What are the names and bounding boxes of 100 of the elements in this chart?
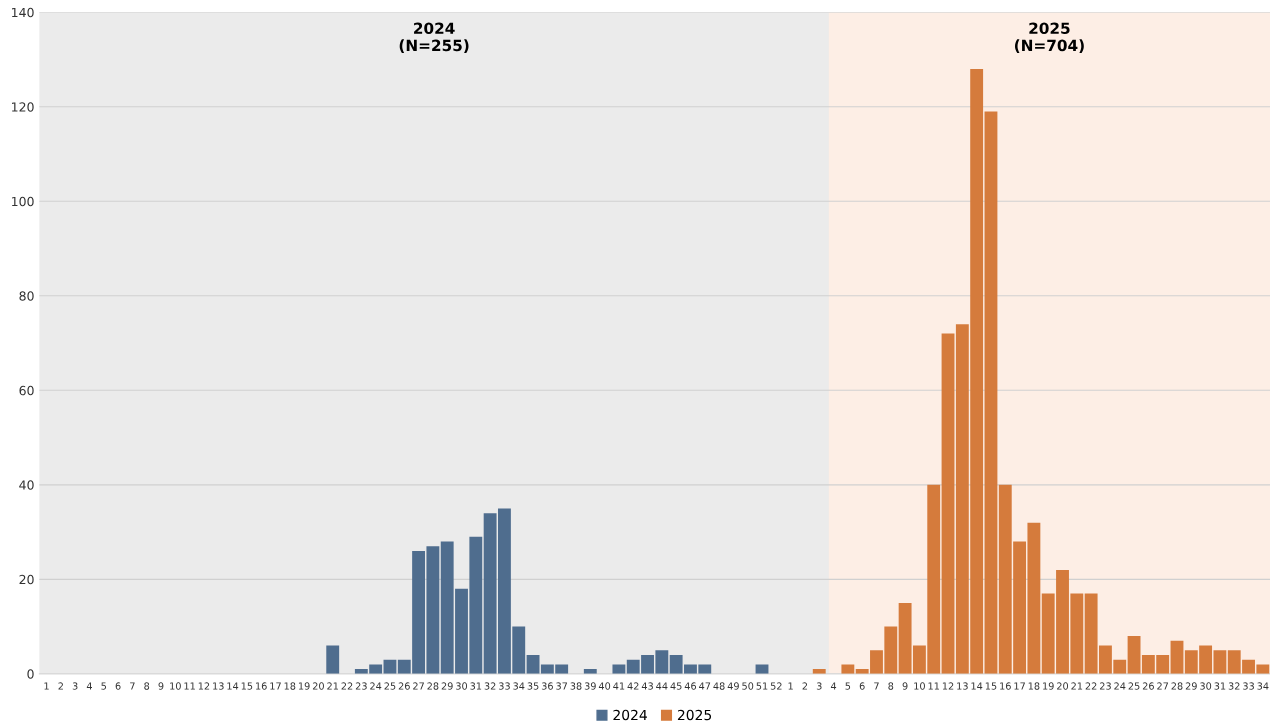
x-tick-label: 1 <box>44 682 49 690</box>
annotation: 2024 (N=255) <box>399 22 469 53</box>
x-tick-label: 28 <box>427 682 439 690</box>
x-tick-label: 39 <box>584 682 596 690</box>
x-tick-label: 40 <box>598 682 611 690</box>
x-tick-label: 11 <box>184 682 195 690</box>
x-tick-label: 25 <box>384 682 396 690</box>
x-tick-label: 1 <box>788 682 793 690</box>
x-tick-label: 34 <box>1257 682 1269 690</box>
bar <box>326 645 340 674</box>
x-tick-label: 20 <box>312 682 324 690</box>
y-tick-label: 120 <box>12 102 34 112</box>
bar <box>984 111 998 674</box>
x-tick-label: 15 <box>985 682 997 690</box>
bar <box>841 664 855 674</box>
x-tick-label: 20 <box>1057 682 1069 690</box>
x-tick-label: 33 <box>498 682 510 690</box>
x-tick-label: 24 <box>370 682 382 690</box>
x-tick-label: 30 <box>456 682 468 690</box>
x-tick-label: 23 <box>355 682 367 690</box>
x-tick-label: 29 <box>1185 682 1197 690</box>
x-tick-label: 43 <box>641 682 653 690</box>
x-tick-label: 49 <box>727 682 739 690</box>
x-tick-label: 9 <box>158 682 164 690</box>
x-tick-label: 33 <box>1243 682 1254 690</box>
x-tick-label: 6 <box>859 682 865 690</box>
x-tick-label: 8 <box>144 682 150 690</box>
x-tick-label: 16 <box>256 682 267 690</box>
x-tick-label: 51 <box>756 682 768 690</box>
x-tick-label: 35 <box>527 682 539 690</box>
x-tick-label: 28 <box>1171 682 1183 690</box>
x-tick-label: 32 <box>1228 682 1240 690</box>
x-tick-label: 36 <box>541 682 553 690</box>
x-tick-label: 19 <box>298 682 310 690</box>
legend-label: 2024 <box>613 709 647 721</box>
x-tick-label: 27 <box>1157 682 1169 690</box>
x-tick-label: 8 <box>888 682 894 690</box>
x-tick-label: 26 <box>398 682 410 690</box>
x-tick-label: 19 <box>1043 682 1054 690</box>
x-tick-label: 5 <box>101 682 107 690</box>
x-tick-label: 6 <box>115 682 121 690</box>
x-tick-label: 13 <box>957 682 968 690</box>
x-tick-label: 17 <box>270 682 281 690</box>
x-tick-label: 5 <box>845 682 851 690</box>
x-tick-label: 29 <box>441 682 453 690</box>
x-tick-label: 44 <box>656 682 668 690</box>
x-tick-label: 13 <box>213 682 224 690</box>
x-tick-label: 45 <box>670 682 682 690</box>
x-tick-label: 50 <box>742 682 754 690</box>
x-tick-label: 46 <box>684 682 697 690</box>
x-tick-label: 2 <box>58 682 63 690</box>
x-tick-label: 4 <box>830 682 837 690</box>
x-tick-label: 17 <box>1014 682 1025 690</box>
x-tick-label: 3 <box>72 682 78 690</box>
x-tick-label: 34 <box>513 682 525 690</box>
x-tick-label: 12 <box>198 682 210 690</box>
y-tick-label: 0 <box>27 669 34 679</box>
x-tick-label: 23 <box>1099 682 1111 690</box>
x-tick-label: 18 <box>284 682 296 690</box>
x-tick-label: 16 <box>1000 682 1011 690</box>
x-tick-label: 18 <box>1028 682 1040 690</box>
x-tick-label: 41 <box>613 682 625 690</box>
x-tick-label: 7 <box>130 682 135 690</box>
y-tick-label: 140 <box>12 7 34 18</box>
bar <box>612 664 626 674</box>
x-tick-label: 21 <box>327 682 339 690</box>
x-tick-label: 25 <box>1128 682 1140 690</box>
x-tick-label: 52 <box>770 682 782 690</box>
x-tick-label: 11 <box>928 682 940 690</box>
x-tick-label: 12 <box>942 682 954 690</box>
x-tick-label: 14 <box>971 682 983 690</box>
bar <box>941 333 955 674</box>
y-tick-label: 100 <box>12 196 34 207</box>
x-tick-label: 26 <box>1142 682 1154 690</box>
x-tick-label: 37 <box>556 682 568 690</box>
x-tick-label: 48 <box>713 682 725 690</box>
x-tick-label: 4 <box>86 682 92 690</box>
x-tick-label: 2 <box>802 682 808 690</box>
bar <box>1170 640 1184 674</box>
bar <box>1127 636 1141 674</box>
x-tick-label: 42 <box>627 682 639 690</box>
y-tick-label: 20 <box>19 574 34 585</box>
x-tick-label: 3 <box>816 682 822 690</box>
x-tick-label: 10 <box>170 682 181 690</box>
x-tick-label: 30 <box>1200 682 1212 690</box>
x-tick-label: 31 <box>470 682 482 690</box>
y-tick-label: 60 <box>19 385 34 396</box>
x-tick-label: 21 <box>1071 682 1083 690</box>
x-tick-label: 24 <box>1114 682 1126 690</box>
x-tick-label: 27 <box>413 682 424 690</box>
y-tick-label: 40 <box>19 480 34 490</box>
x-tick-label: 14 <box>227 682 239 690</box>
x-tick-label: 38 <box>570 682 582 690</box>
legend-label: 2025 <box>677 709 712 721</box>
y-tick-label: 80 <box>19 291 34 301</box>
x-tick-label: 22 <box>341 682 353 690</box>
x-tick-label: 9 <box>902 682 908 690</box>
x-tick-label: 31 <box>1214 682 1226 690</box>
x-tick-label: 22 <box>1085 682 1097 690</box>
annotation: 2025 (N=704) <box>1015 22 1084 53</box>
